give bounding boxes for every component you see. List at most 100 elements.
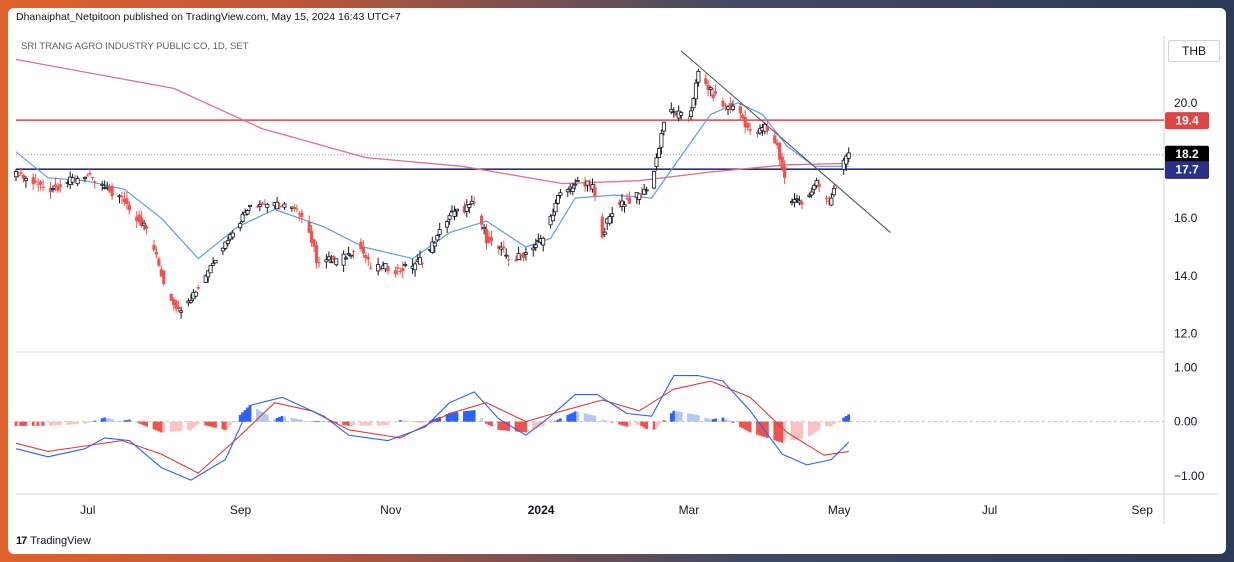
candle-down — [778, 142, 782, 160]
currency-button[interactable]: THB — [1168, 40, 1220, 62]
histogram-bar-negative — [24, 421, 28, 426]
histogram-bar-negative — [835, 421, 838, 423]
histogram-bar-positive — [559, 418, 562, 422]
histogram-bar-positive — [674, 411, 678, 422]
histogram-bar-negative — [640, 421, 644, 427]
candle-up — [23, 177, 28, 182]
histogram-bar-negative — [187, 421, 190, 431]
histogram-bar-negative — [798, 421, 801, 439]
candle-down — [278, 205, 282, 208]
histogram-bar-negative — [56, 421, 60, 426]
candle-down — [196, 287, 200, 289]
candle-down — [56, 185, 60, 191]
candle-down — [332, 256, 336, 260]
histogram-bar-positive — [398, 420, 402, 422]
candle-down — [19, 172, 23, 174]
candle-up — [575, 179, 580, 182]
histogram-bar-negative — [204, 421, 208, 426]
candle-down — [396, 267, 400, 269]
histogram-bar-negative — [221, 421, 225, 430]
candle-down — [39, 181, 43, 185]
candle-down — [738, 106, 742, 114]
candle-up — [206, 270, 211, 278]
histogram-bar-negative — [497, 421, 501, 430]
histogram-bar-negative — [334, 421, 338, 424]
histogram-bar-negative — [549, 421, 552, 423]
candle-up — [809, 191, 814, 196]
histogram-bar-negative — [162, 421, 166, 433]
histogram-bar-negative — [196, 421, 200, 424]
histogram-bar-negative — [152, 421, 156, 430]
candle-up — [203, 275, 208, 283]
candle-down — [711, 94, 715, 99]
histogram-bar-negative — [756, 421, 759, 435]
candle-down — [361, 246, 365, 254]
candle-down — [484, 229, 489, 244]
candle-up — [193, 291, 198, 297]
histogram-bar-negative — [519, 421, 523, 432]
histogram-bar-negative — [795, 421, 799, 440]
histogram-bar-positive — [123, 420, 126, 422]
histogram-bar-negative — [366, 421, 370, 426]
candle-down — [489, 237, 494, 241]
histogram-bar-positive — [847, 414, 851, 422]
candle-up — [376, 264, 381, 272]
candle-down — [369, 267, 373, 269]
histogram-bar-positive — [554, 420, 557, 422]
candle-down — [140, 217, 144, 226]
histogram-bar-negative — [645, 421, 649, 430]
histogram-bar-negative — [783, 421, 786, 442]
price-tick-label: 14.0 — [1174, 269, 1198, 283]
histogram-bar-negative — [140, 421, 143, 425]
candle-up — [610, 213, 615, 217]
candle-up — [275, 201, 280, 210]
candle-up — [348, 254, 353, 257]
histogram-bar-negative — [731, 421, 735, 423]
histogram-bar-positive — [263, 413, 267, 422]
candle-up — [437, 229, 442, 235]
candle-down — [172, 299, 176, 306]
tradingview-logo[interactable]: 17 TradingView — [16, 535, 91, 547]
histogram-bar-positive — [312, 421, 316, 422]
histogram-bar-positive — [428, 420, 432, 422]
candle-up — [208, 265, 213, 274]
histogram-bar-negative — [416, 421, 419, 423]
candle-up — [334, 258, 339, 266]
candle-down — [723, 104, 728, 106]
candle-down — [41, 186, 45, 189]
ma-slow-line — [15, 58, 849, 185]
candle-down — [295, 208, 299, 210]
candle-up — [573, 183, 578, 186]
candle-up — [413, 263, 418, 271]
price-tick-label: 16.0 — [1174, 211, 1198, 225]
candle-down — [85, 175, 89, 177]
oscillator-pane — [14, 375, 1164, 481]
candle-down — [53, 184, 57, 187]
histogram-bar-positive — [93, 420, 97, 422]
candle-up — [558, 192, 563, 196]
ma-fast-line — [15, 102, 849, 260]
candle-up — [341, 253, 346, 266]
histogram-bar-negative — [522, 421, 525, 433]
price-label-last: 18.2 — [1175, 147, 1199, 161]
histogram-bar-negative — [73, 421, 77, 425]
candle-down — [159, 269, 163, 277]
histogram-bar-negative — [327, 421, 331, 423]
candle-up — [622, 204, 627, 207]
histogram-bar-negative — [741, 421, 745, 429]
histogram-bar-negative — [169, 421, 173, 432]
histogram-bar-negative — [514, 421, 518, 432]
histogram-bar-negative — [610, 421, 614, 423]
histogram-bar-positive — [662, 420, 666, 422]
candle-down — [88, 173, 92, 175]
price-pane — [14, 50, 1164, 319]
histogram-bar-positive — [315, 421, 318, 422]
candle-down — [351, 251, 356, 253]
candle-up — [794, 198, 799, 201]
candle-down — [297, 213, 301, 215]
histogram-bar-positive — [118, 420, 121, 422]
candle-up — [100, 183, 105, 186]
histogram-bar-negative — [766, 421, 769, 438]
histogram-bar-negative — [618, 421, 621, 425]
candle-up — [435, 235, 440, 241]
